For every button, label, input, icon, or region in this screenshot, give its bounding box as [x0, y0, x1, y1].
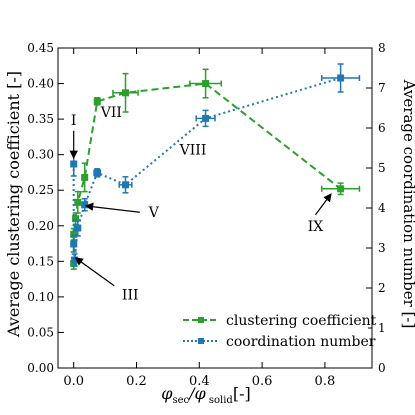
x-tick-label: 0.0 — [63, 374, 84, 389]
x-tick-label: 0.2 — [126, 374, 147, 389]
data-point-clustering — [72, 215, 80, 223]
legend-label-clustering: clustering coefficient — [226, 313, 377, 329]
axes-layer: 0.0 0.2 0.4 0.6 0.8 0.00 0.05 0.10 0.15 0.20 0.25 0… — [27, 41, 386, 389]
annotation-arrow — [74, 257, 115, 287]
y-tick-label-right: 3 — [378, 241, 386, 255]
x-axis-label-phi: φ — [161, 384, 173, 403]
data-point-clustering — [202, 80, 210, 88]
y-tick-label-right: 5 — [378, 161, 386, 175]
y-tick-label-left: 0.25 — [27, 183, 54, 197]
y-tick-label-left: 0.10 — [27, 290, 54, 304]
annotation-label: I — [71, 113, 77, 129]
y-axis-label-left: Average clustering coefficient [-] — [4, 71, 23, 338]
data-point-clustering — [122, 89, 130, 97]
data-point-coordination — [71, 256, 79, 264]
legend: clustering coefficient coordination numb… — [176, 302, 377, 356]
annotation-label: III — [122, 288, 139, 304]
series-layer — [70, 63, 361, 270]
x-tick-label: 0.8 — [315, 374, 336, 389]
y-axis-label-right: Average coordination number [-] — [400, 79, 415, 329]
y-tick-label-left: 0.15 — [27, 254, 54, 268]
annotation-label: V — [148, 205, 160, 221]
legend-marker-clustering — [198, 317, 204, 323]
y-tick-label-left: 0.05 — [27, 325, 54, 339]
data-point-coordination — [122, 181, 130, 189]
annotation-label: IX — [308, 219, 324, 235]
y-tick-label-right: 7 — [378, 81, 386, 95]
y-tick-label-right: 1 — [378, 321, 386, 335]
y-tick-label-left: 0.20 — [27, 219, 54, 233]
x-tick-label: 0.6 — [252, 374, 273, 389]
y-tick-label-left: 0.30 — [27, 148, 54, 162]
data-point-clustering — [93, 97, 101, 105]
data-point-clustering — [74, 198, 82, 206]
data-point-coordination — [74, 224, 82, 232]
x-tick-label: 0.4 — [189, 374, 210, 389]
data-point-coordination — [202, 114, 210, 122]
legend-item-coordination: coordination number — [183, 334, 376, 350]
y-tick-label-right: 4 — [378, 201, 386, 215]
data-point-clustering — [337, 185, 345, 193]
x-axis-label-sub2: solid — [206, 395, 234, 406]
data-point-coordination — [70, 240, 78, 248]
legend-label-coordination: coordination number — [226, 334, 376, 350]
plot-frame — [57, 47, 373, 369]
annotation-arrow — [84, 202, 140, 213]
annotation-label: VIII — [179, 143, 207, 159]
y-tick-label-left: 0.40 — [27, 77, 54, 91]
annotation-label: VII — [100, 105, 122, 121]
data-point-coordination — [81, 201, 89, 209]
x-axis-label-unit: [-] — [233, 384, 251, 403]
y-tick-label-left: 0.45 — [27, 41, 54, 55]
data-point-coordination — [70, 160, 78, 168]
legend-marker-coordination — [198, 338, 204, 344]
y-tick-label-right: 0 — [378, 361, 386, 375]
legend-box — [176, 302, 368, 356]
x-axis-label-mid: /φ — [187, 384, 206, 403]
annotation-arrow — [314, 193, 332, 216]
annotation-layer: I VII VIII V IX III — [69, 105, 332, 304]
data-point-coordination — [337, 74, 345, 82]
y-tick-label-right: 8 — [378, 41, 386, 55]
legend-item-clustering: clustering coefficient — [183, 313, 377, 329]
y-tick-label-left: 0.35 — [27, 112, 54, 126]
y-tick-label-left: 0.00 — [27, 361, 54, 375]
y-tick-label-right: 6 — [378, 121, 386, 135]
x-axis-label: φsec/φ solid[-] — [161, 384, 250, 406]
x-axis-label-sub1: sec — [172, 395, 189, 406]
data-point-clustering — [81, 173, 89, 181]
data-point-coordination — [93, 169, 101, 177]
y-tick-label-right: 2 — [378, 281, 386, 295]
